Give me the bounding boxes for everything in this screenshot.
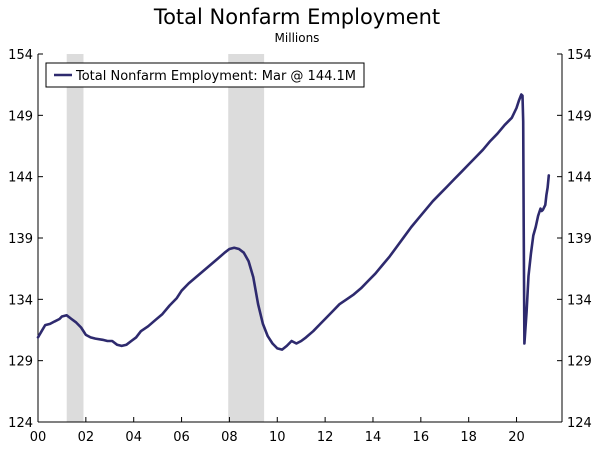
y-tick-label-right: 134 [567,293,592,308]
x-tick-label: 00 [30,430,47,445]
y-tick-label-left: 149 [8,109,33,124]
y-tick-label-left: 154 [8,48,33,63]
x-tick-label: 02 [78,430,95,445]
y-tick-label-right: 139 [567,232,592,247]
axes [37,53,563,423]
x-tick-label: 08 [221,430,238,445]
x-tick-label: 12 [317,430,334,445]
legend-label: Total Nonfarm Employment: Mar @ 144.1M [75,69,356,84]
chart-subtitle: Millions [275,31,320,45]
x-tick-label: 14 [365,430,382,445]
series-lines [36,93,551,351]
x-tick-label: 18 [460,430,477,445]
x-tick-label: 16 [413,430,430,445]
y-tick-label-left: 129 [8,355,33,370]
x-tick-label: 04 [125,430,142,445]
legend-box [45,62,365,88]
series-line [36,93,551,351]
tick-labels: 124 124 129 129 134 134 139 139 144 144 149 149 154 1… [8,48,592,445]
recession-bands [66,54,265,422]
x-tick-label: 20 [508,430,525,445]
y-tick-label-right: 129 [567,355,592,370]
x-tick-label: 10 [269,430,286,445]
y-tick-label-right: 149 [567,109,592,124]
recession-band [228,54,265,422]
legend: Total Nonfarm Employment: Mar @ 144.1M [45,62,365,88]
y-tick-label-left: 144 [8,171,33,186]
y-tick-label-right: 124 [567,416,592,431]
x-tick-label: 06 [173,430,190,445]
chart-title: Total Nonfarm Employment [153,5,440,29]
y-tick-label-right: 144 [567,171,592,186]
y-tick-label-left: 139 [8,232,33,247]
y-tick-label-left: 124 [8,416,33,431]
y-tick-label-right: 154 [567,48,592,63]
recession-band [66,54,84,422]
y-tick-label-left: 134 [8,293,33,308]
